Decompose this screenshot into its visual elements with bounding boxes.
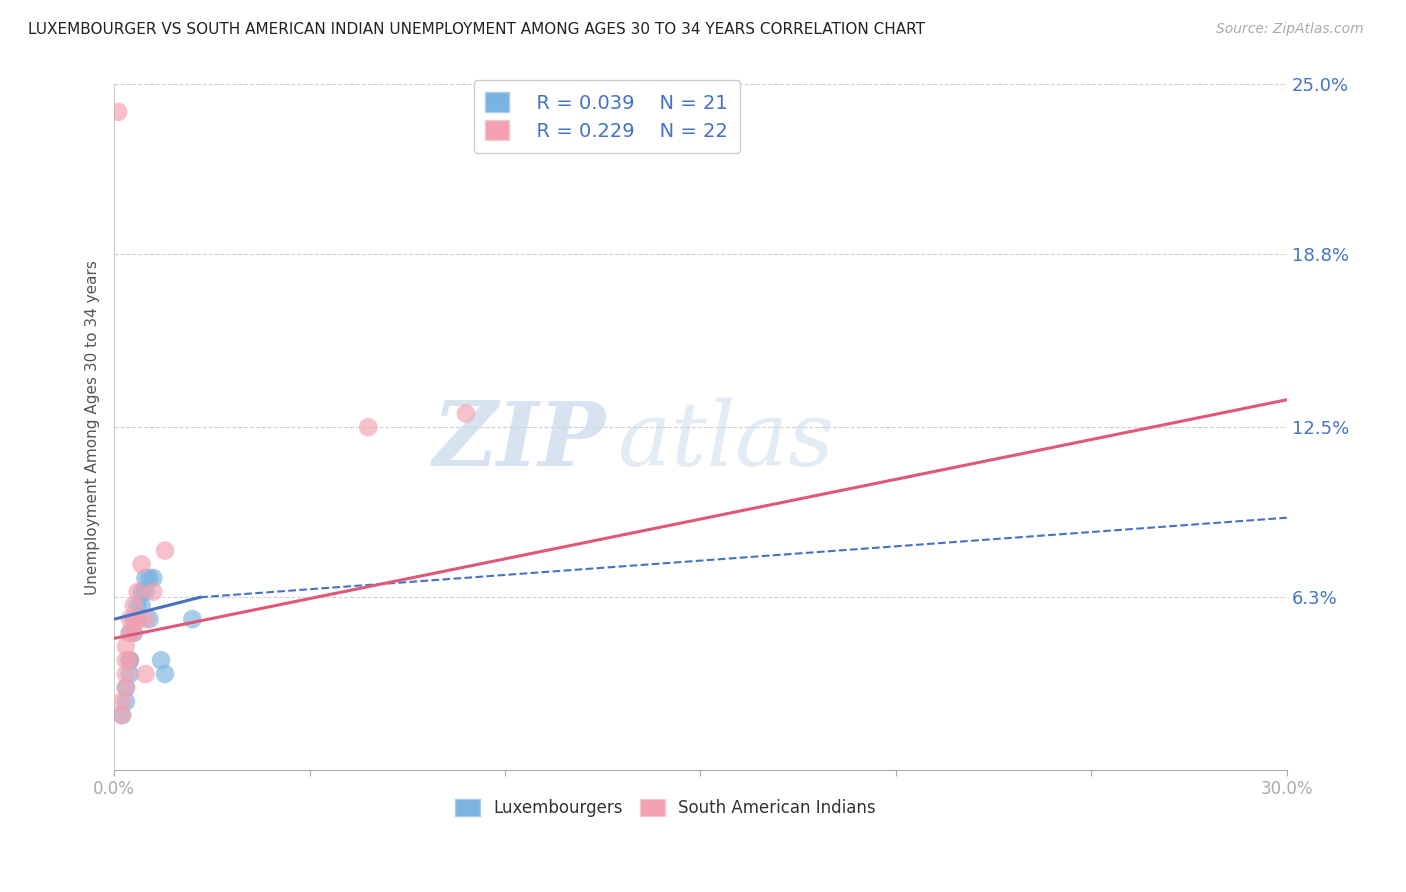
Point bbox=[115, 640, 138, 654]
Point bbox=[111, 708, 134, 723]
Point bbox=[115, 653, 138, 667]
Point bbox=[118, 612, 141, 626]
Point bbox=[118, 653, 141, 667]
Point bbox=[118, 667, 141, 681]
Point bbox=[122, 626, 145, 640]
Point bbox=[122, 612, 145, 626]
Point bbox=[122, 626, 145, 640]
Point bbox=[111, 694, 134, 708]
Legend: Luxembourgers, South American Indians: Luxembourgers, South American Indians bbox=[449, 792, 882, 823]
Point bbox=[134, 667, 156, 681]
Point bbox=[127, 599, 149, 613]
Point bbox=[357, 420, 380, 434]
Point bbox=[111, 708, 134, 723]
Point bbox=[118, 626, 141, 640]
Point bbox=[127, 612, 149, 626]
Point bbox=[107, 104, 129, 119]
Point bbox=[115, 667, 138, 681]
Point bbox=[127, 584, 149, 599]
Point bbox=[118, 653, 141, 667]
Point bbox=[131, 584, 153, 599]
Point bbox=[142, 571, 165, 585]
Point bbox=[127, 612, 149, 626]
Text: LUXEMBOURGER VS SOUTH AMERICAN INDIAN UNEMPLOYMENT AMONG AGES 30 TO 34 YEARS COR: LUXEMBOURGER VS SOUTH AMERICAN INDIAN UN… bbox=[28, 22, 925, 37]
Point bbox=[131, 558, 153, 572]
Point bbox=[118, 653, 141, 667]
Text: atlas: atlas bbox=[619, 398, 834, 484]
Point bbox=[142, 584, 165, 599]
Text: ZIP: ZIP bbox=[433, 398, 606, 484]
Point bbox=[115, 681, 138, 695]
Y-axis label: Unemployment Among Ages 30 to 34 years: Unemployment Among Ages 30 to 34 years bbox=[86, 260, 100, 595]
Point bbox=[115, 681, 138, 695]
Point bbox=[138, 612, 160, 626]
Point bbox=[134, 584, 156, 599]
Point bbox=[118, 626, 141, 640]
Point bbox=[153, 543, 176, 558]
Point bbox=[122, 599, 145, 613]
Point bbox=[150, 653, 173, 667]
Text: Source: ZipAtlas.com: Source: ZipAtlas.com bbox=[1216, 22, 1364, 37]
Point bbox=[122, 612, 145, 626]
Point bbox=[134, 571, 156, 585]
Point bbox=[153, 667, 176, 681]
Point bbox=[181, 612, 204, 626]
Point bbox=[454, 407, 477, 421]
Point bbox=[131, 599, 153, 613]
Point bbox=[115, 694, 138, 708]
Point bbox=[134, 612, 156, 626]
Point bbox=[138, 571, 160, 585]
